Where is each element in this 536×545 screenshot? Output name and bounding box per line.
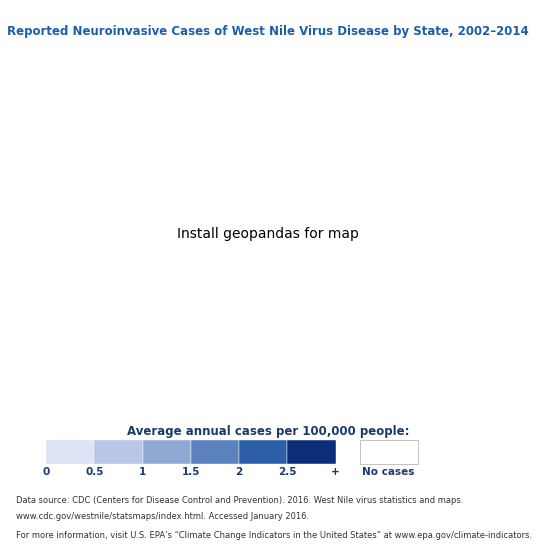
Text: Reported Neuroinvasive Cases of West Nile Virus Disease by State, 2002–2014: Reported Neuroinvasive Cases of West Nil… (7, 25, 529, 38)
Text: 2.5: 2.5 (278, 467, 296, 477)
FancyBboxPatch shape (239, 440, 287, 464)
Text: Data source: CDC (Centers for Disease Control and Prevention). 2016. West Nile v: Data source: CDC (Centers for Disease Co… (16, 496, 464, 505)
Text: 2: 2 (235, 467, 243, 477)
FancyBboxPatch shape (191, 440, 239, 464)
Text: www.cdc.gov/westnile/statsmaps/index.html. Accessed January 2016.: www.cdc.gov/westnile/statsmaps/index.htm… (16, 512, 309, 522)
FancyBboxPatch shape (360, 440, 418, 464)
Text: Average annual cases per 100,000 people:: Average annual cases per 100,000 people: (126, 425, 410, 438)
Text: For more information, visit U.S. EPA’s “Climate Change Indicators in the United : For more information, visit U.S. EPA’s “… (16, 531, 532, 541)
Text: 0: 0 (42, 467, 50, 477)
Text: 0.5: 0.5 (85, 467, 103, 477)
FancyBboxPatch shape (94, 440, 143, 464)
Text: Install geopandas for map: Install geopandas for map (177, 227, 359, 241)
Text: +: + (331, 467, 340, 477)
FancyBboxPatch shape (46, 440, 94, 464)
Text: 1: 1 (139, 467, 146, 477)
FancyBboxPatch shape (143, 440, 191, 464)
FancyBboxPatch shape (287, 440, 336, 464)
Text: 1.5: 1.5 (182, 467, 200, 477)
Text: No cases: No cases (362, 467, 415, 477)
